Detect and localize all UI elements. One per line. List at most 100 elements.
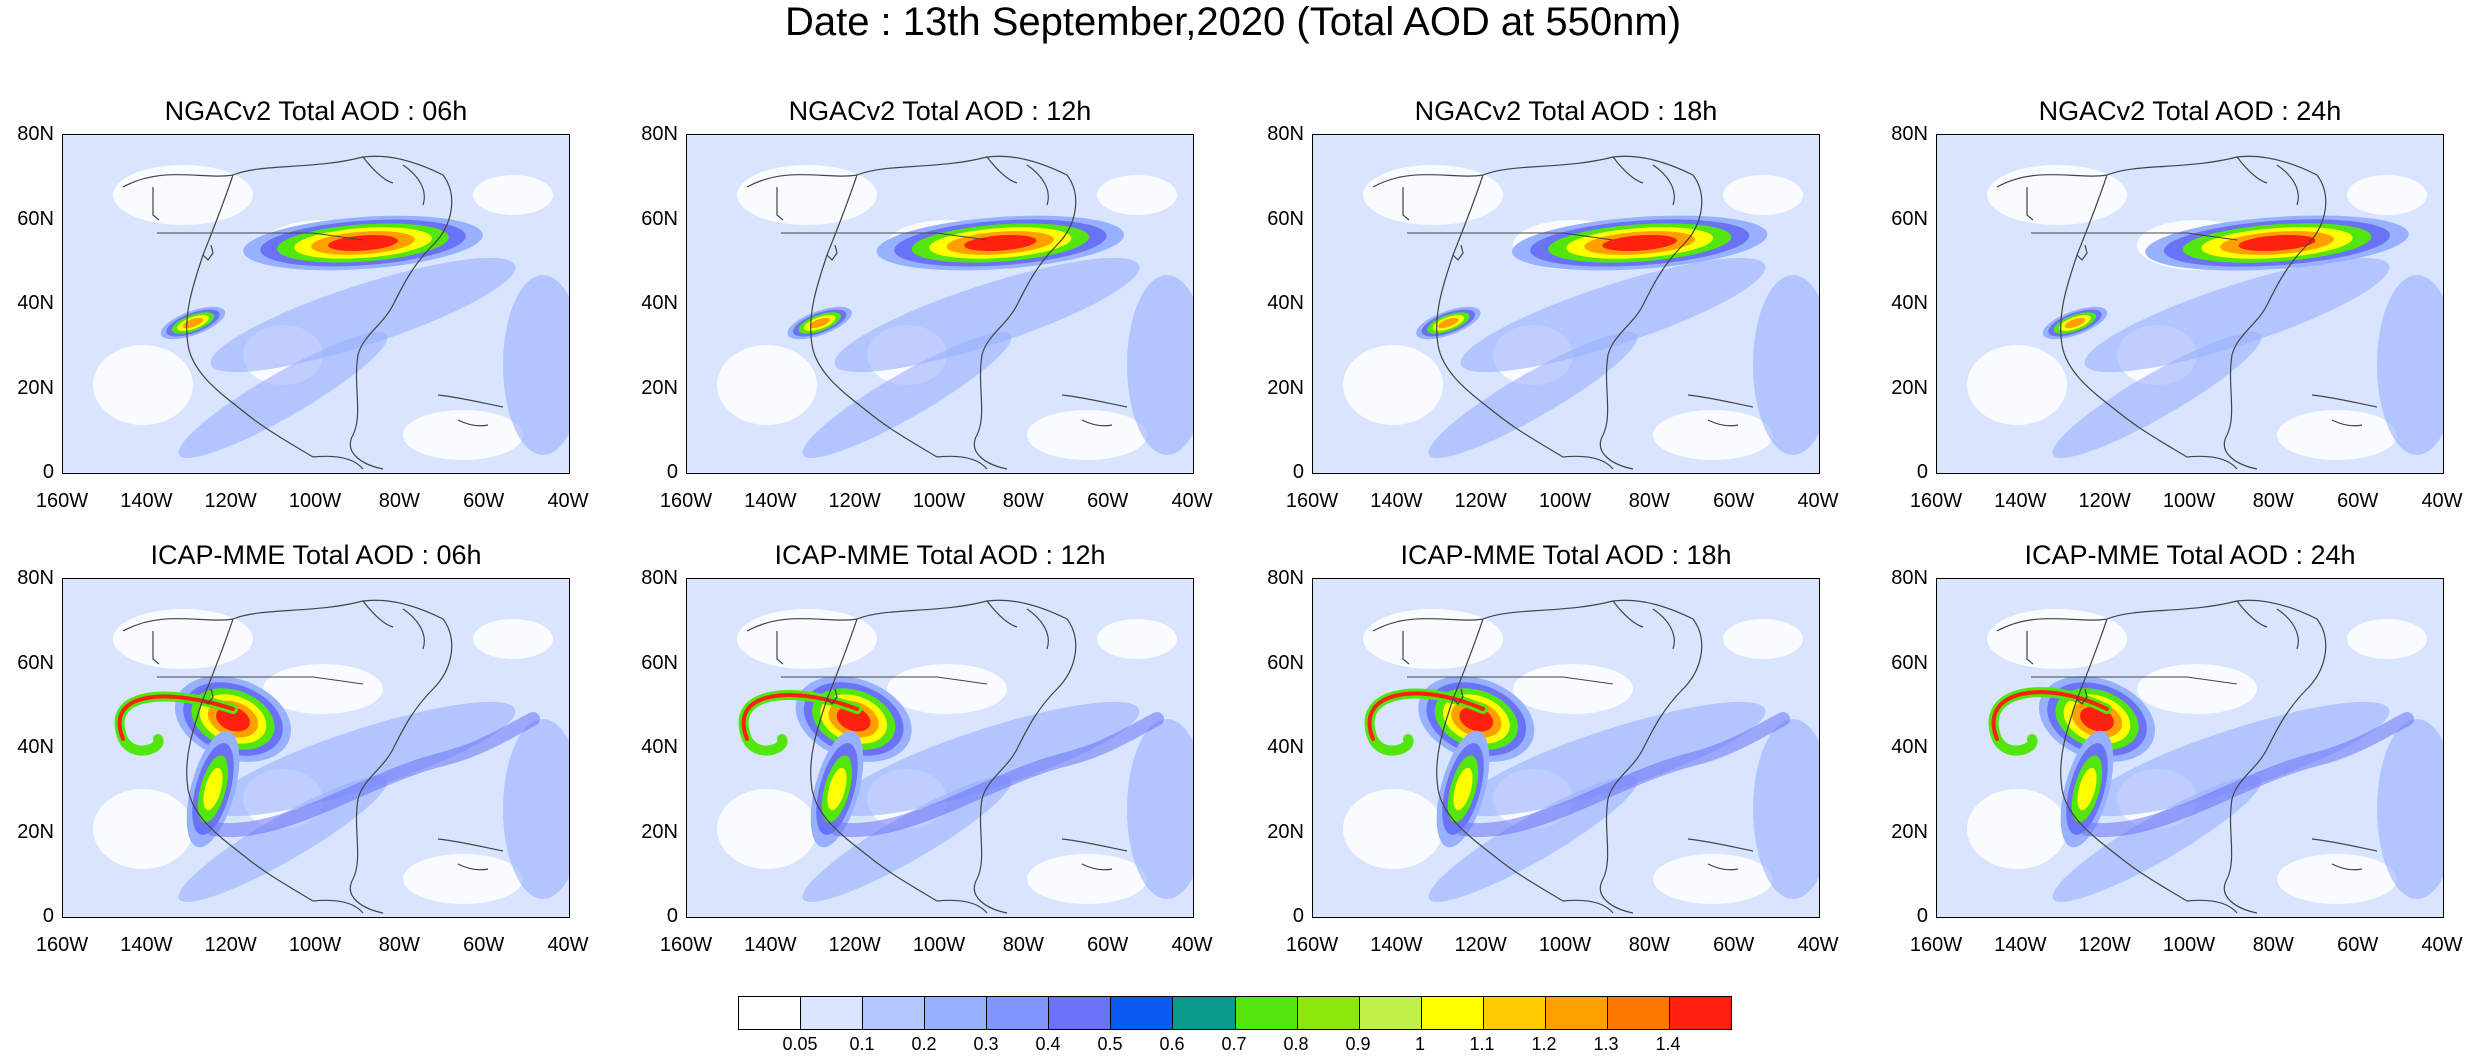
- lon-tick-label: 160W: [35, 934, 89, 956]
- aod-map: [62, 578, 570, 918]
- lon-tick-label: 100W: [288, 490, 342, 512]
- lon-tick-label: 60W: [1713, 490, 1755, 512]
- map-panel: ICAP-MME Total AOD : 12h 80N 60N 40N 20N 0 160…: [641, 540, 1212, 956]
- lat-tick-label: 0: [1292, 905, 1304, 927]
- colorbar-swatch: [1049, 997, 1112, 1029]
- lon-tick-label: 40W: [547, 934, 589, 956]
- colorbar-tick-label: 0.2: [911, 1034, 937, 1054]
- lat-tick-label: 20N: [1267, 376, 1304, 399]
- lat-tick-label: 80N: [1891, 567, 1928, 589]
- lon-tick-label: 160W: [1909, 934, 1963, 956]
- panel-title: NGACv2 Total AOD : 06h: [164, 96, 468, 126]
- lat-tick-label: 40N: [1891, 736, 1928, 758]
- lon-tick-label: 40W: [1797, 934, 1839, 956]
- colorbar-swatch: [1297, 997, 1360, 1029]
- lat-tick-label: 20N: [641, 376, 678, 399]
- colorbar-tick-label: 1: [1414, 1034, 1425, 1054]
- lon-tick-label: 60W: [463, 934, 505, 956]
- lon-tick-label: 80W: [2252, 934, 2294, 956]
- lat-tick-label: 80N: [17, 123, 54, 145]
- lon-tick-label: 80W: [1002, 490, 1044, 512]
- colorbar-swatch: [1359, 997, 1422, 1029]
- map-panel: NGACv2 Total AOD : 24h 80N 60N 40N 20N 0 160W 1…: [1891, 96, 2462, 512]
- lat-tick-label: 40N: [1267, 736, 1304, 758]
- colorbar-tick-label: 0.9: [1345, 1034, 1371, 1054]
- panel-title: NGACv2 Total AOD : 18h: [1414, 96, 1718, 126]
- lon-tick-label: 40W: [1171, 490, 1213, 512]
- lat-tick-label: 40N: [1891, 292, 1928, 314]
- aod-map: [1936, 134, 2444, 474]
- lon-tick-label: 100W: [1538, 934, 1592, 956]
- colorbar-tick-label: 1.4: [1655, 1034, 1681, 1054]
- panel-title: ICAP-MME Total AOD : 06h: [150, 540, 482, 570]
- panel-title: NGACv2 Total AOD : 12h: [788, 96, 1092, 126]
- lon-tick-label: 160W: [659, 934, 713, 956]
- lat-tick-label: 0: [1292, 461, 1304, 483]
- lat-tick-label: 60N: [1891, 651, 1928, 674]
- lat-tick-label: 0: [42, 461, 54, 483]
- lat-tick-label: 0: [1916, 905, 1928, 927]
- lon-tick-label: 120W: [1454, 490, 1507, 512]
- lat-tick-label: 20N: [1267, 820, 1304, 843]
- lat-tick-label: 60N: [641, 207, 678, 230]
- lon-tick-label: 60W: [1087, 934, 1129, 956]
- colorbar: [738, 996, 1732, 1030]
- lon-tick-label: 40W: [2421, 490, 2463, 512]
- lon-tick-label: 140W: [744, 934, 797, 956]
- lon-tick-label: 40W: [2421, 934, 2463, 956]
- lat-tick-label: 80N: [641, 123, 678, 145]
- lat-tick-label: 0: [666, 461, 678, 483]
- aod-field: [63, 135, 569, 473]
- lat-tick-label: 0: [1916, 461, 1928, 483]
- lat-tick-label: 0: [666, 905, 678, 927]
- aod-field: [1937, 579, 2443, 917]
- colorbar-swatch: [925, 997, 988, 1029]
- map-panel: NGACv2 Total AOD : 18h 80N 60N 40N 20N 0 160W 1…: [1267, 96, 1838, 512]
- lat-tick-label: 80N: [1267, 123, 1304, 145]
- lat-tick-label: 40N: [641, 292, 678, 314]
- map-panel: ICAP-MME Total AOD : 06h 80N 60N 40N 20N 0 160…: [17, 540, 588, 956]
- lat-tick-label: 60N: [1267, 651, 1304, 674]
- lon-tick-label: 40W: [1797, 490, 1839, 512]
- colorbar-swatch: [1607, 997, 1670, 1029]
- colorbar-swatch: [863, 997, 926, 1029]
- lat-tick-label: 40N: [17, 736, 54, 758]
- lon-tick-label: 100W: [1538, 490, 1592, 512]
- lat-tick-label: 80N: [17, 567, 54, 589]
- map-panel: ICAP-MME Total AOD : 24h 80N 60N 40N 20N 0 160…: [1891, 540, 2462, 956]
- lat-tick-label: 60N: [1891, 207, 1928, 230]
- lat-tick-label: 20N: [17, 376, 54, 399]
- lon-tick-label: 160W: [659, 490, 713, 512]
- lon-tick-label: 80W: [378, 490, 420, 512]
- aod-map: [62, 134, 570, 474]
- lat-tick-label: 60N: [17, 207, 54, 230]
- lon-tick-label: 120W: [204, 934, 257, 956]
- colorbar-tick-label: 0.4: [1035, 1034, 1061, 1054]
- colorbar-swatch: [1421, 997, 1484, 1029]
- lon-tick-label: 120W: [1454, 934, 1507, 956]
- lon-tick-label: 140W: [1370, 934, 1423, 956]
- map-panel: NGACv2 Total AOD : 12h 80N 60N 40N 20N 0 160W 1…: [641, 96, 1212, 512]
- lon-tick-label: 160W: [1285, 934, 1339, 956]
- aod-field: [1937, 135, 2443, 473]
- aod-map: [1312, 578, 1820, 918]
- colorbar-swatch: [1545, 997, 1608, 1029]
- colorbar-swatch: [801, 997, 864, 1029]
- lon-tick-label: 60W: [2337, 490, 2379, 512]
- colorbar-tick-label: 0.7: [1221, 1034, 1247, 1054]
- aod-map: [686, 578, 1194, 918]
- lon-tick-label: 140W: [1994, 490, 2047, 512]
- colorbar-tick-label: 0.6: [1159, 1034, 1185, 1054]
- aod-field: [687, 135, 1193, 473]
- lon-tick-label: 60W: [463, 490, 505, 512]
- lon-tick-label: 80W: [1002, 934, 1044, 956]
- lon-tick-label: 100W: [912, 490, 966, 512]
- aod-map: [686, 134, 1194, 474]
- aod-map: [1312, 134, 1820, 474]
- colorbar-tick-label: 0.1: [849, 1034, 875, 1054]
- colorbar-tick-label: 0.8: [1283, 1034, 1309, 1054]
- panel-title: ICAP-MME Total AOD : 18h: [1400, 540, 1732, 570]
- colorbar-swatch: [1173, 997, 1236, 1029]
- lat-tick-label: 0: [42, 905, 54, 927]
- lon-tick-label: 140W: [1994, 934, 2047, 956]
